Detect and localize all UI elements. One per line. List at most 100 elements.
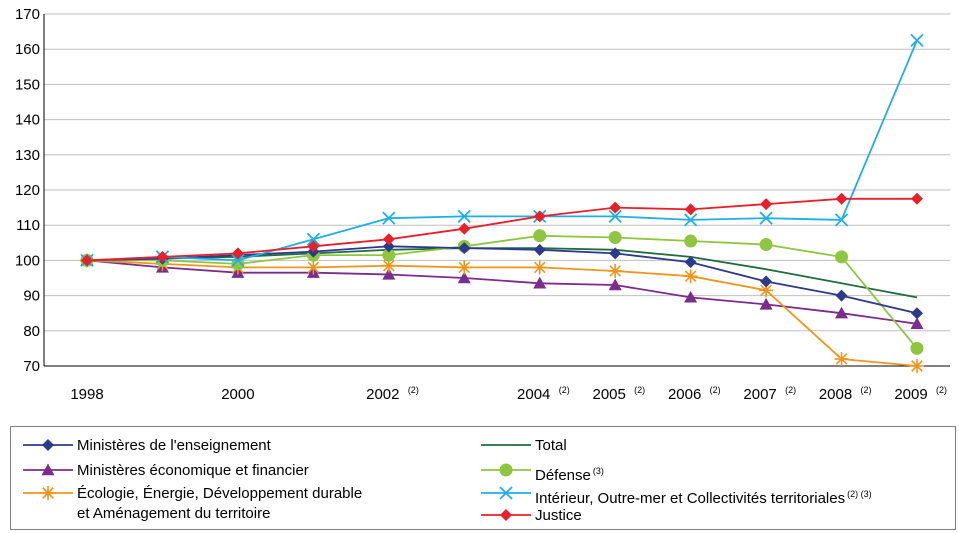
data-point-asterisk: [41, 486, 55, 500]
data-point-x: [306, 232, 321, 246]
y-tick-label: 70: [23, 358, 40, 375]
legend-sample-justice: [481, 509, 531, 521]
data-point-circle: [499, 463, 513, 477]
data-point-asterisk: [834, 351, 849, 366]
data-point-circle: [910, 341, 924, 355]
data-point-x: [683, 213, 698, 227]
data-point-x: [834, 213, 849, 227]
axes: [43, 14, 950, 367]
data-point-diamond: [42, 439, 54, 451]
y-tick-label: 170: [15, 6, 40, 23]
legend-sample-defense: [481, 463, 531, 477]
x-tick-note: (2): [408, 385, 419, 395]
data-point-triangle: [608, 278, 622, 291]
data-point-triangle: [41, 463, 55, 476]
legend-item-interieur: Intérieur, Outre-mer et Collectivités te…: [481, 484, 872, 509]
line-chart: 70 80 90 100 110 120 130 140 150 160 170 1998 2000 2…: [15, 6, 950, 403]
data-point-triangle: [457, 271, 471, 284]
legend-label-ecologie-line1: Écologie, Énergie, Développement durable: [77, 485, 363, 502]
legend-sample-total: [481, 444, 531, 446]
x-tick-note: (2): [634, 385, 645, 395]
data-point-asterisk: [910, 359, 924, 373]
data-point-diamond: [760, 275, 773, 288]
y-tick-label: 160: [15, 41, 40, 58]
x-tick-label: 2009: [894, 386, 927, 403]
legend-label-total: Total: [535, 437, 567, 454]
data-point-diamond: [533, 210, 546, 223]
data-point-diamond: [382, 233, 395, 246]
data-point-asterisk: [759, 283, 774, 298]
series-line: [86, 197, 917, 262]
legend-label-interieur: Intérieur, Outre-mer et Collectivités te…: [535, 484, 872, 509]
data-point-triangle: [910, 317, 924, 329]
y-tick-label: 130: [15, 147, 40, 164]
data-point-triangle: [684, 290, 698, 303]
x-tick-label: 2005: [592, 386, 625, 403]
data-point-triangle: [382, 267, 396, 280]
legend-item-economique: Ministères économique et financier: [23, 461, 309, 481]
data-point-triangle: [533, 276, 547, 289]
y-axis-labels: 70 80 90 100 110 120 130 140 150 160 170: [15, 6, 40, 375]
data-point-diamond: [231, 247, 244, 260]
data-point-diamond: [684, 256, 697, 269]
data-point-diamond: [760, 198, 773, 211]
data-point-diamond: [156, 250, 169, 263]
x-axis-labels: 1998 2000 2002 (2) 2004 (2) 2005 (2) 2006 (2) 2007…: [70, 385, 947, 403]
data-point-asterisk: [457, 260, 472, 275]
data-point-diamond: [911, 307, 923, 320]
legend-note-interieur: (2) (3): [847, 489, 872, 499]
legend-note-defense: (3): [592, 466, 604, 476]
data-point-asterisk: [683, 269, 698, 284]
data-point-diamond: [533, 243, 546, 256]
data-point-diamond: [835, 192, 848, 205]
data-point-x: [231, 253, 245, 268]
series-1: [80, 253, 924, 329]
data-point-diamond: [609, 247, 622, 260]
x-tick-label: 1998: [70, 386, 103, 403]
x-tick-note: (2): [936, 385, 947, 395]
data-point-diamond: [911, 192, 923, 205]
data-point-asterisk: [532, 260, 547, 275]
y-tick-label: 90: [23, 288, 40, 305]
data-point-x: [457, 209, 471, 224]
y-tick-label: 120: [15, 182, 40, 199]
series-layer: [80, 33, 924, 373]
y-tick-label: 110: [16, 217, 40, 234]
x-tick-label: 2006: [668, 386, 701, 403]
x-tick-note: (2): [710, 385, 721, 395]
legend-label-ecologie: Écologie, Énergie, Développement durable…: [77, 484, 362, 524]
x-tick-label: 2007: [743, 386, 776, 403]
data-point-asterisk: [306, 260, 321, 275]
legend-sample-economique: [23, 463, 73, 476]
x-tick-label: 2008: [819, 386, 852, 403]
data-point-diamond: [609, 201, 622, 214]
data-point-x: [608, 209, 622, 224]
data-point-diamond: [835, 289, 848, 302]
y-tick-label: 140: [15, 112, 40, 129]
x-tick-label: 2002: [366, 386, 399, 403]
data-point-diamond: [458, 242, 471, 255]
data-point-diamond: [500, 509, 512, 521]
data-point-x: [759, 211, 773, 225]
data-point-triangle: [835, 306, 849, 319]
data-point-asterisk: [608, 263, 623, 278]
data-point-diamond: [307, 240, 320, 253]
legend-item-defense: Défense (3): [481, 461, 604, 486]
x-tick-note: (2): [861, 385, 872, 395]
data-point-x: [499, 486, 513, 500]
series-line: [86, 245, 918, 315]
y-tick-label: 80: [23, 323, 40, 340]
data-point-diamond: [382, 240, 395, 253]
series-line: [87, 234, 918, 349]
series-5: [80, 33, 924, 268]
legend-label-ecologie-line2: et Aménagement du territoire: [77, 505, 271, 522]
legend-item-enseignement: Ministères de l'enseignement: [23, 436, 271, 456]
legend: Ministères de l'enseignement Ministères …: [10, 426, 956, 530]
data-point-x: [910, 33, 924, 48]
data-point-triangle: [759, 297, 773, 310]
series-line: [86, 259, 918, 325]
data-point-circle: [684, 234, 698, 248]
legend-label-defense: Défense (3): [535, 461, 604, 486]
series-6: [81, 192, 923, 267]
legend-label-enseignement: Ministères de l'enseignement: [77, 437, 271, 454]
